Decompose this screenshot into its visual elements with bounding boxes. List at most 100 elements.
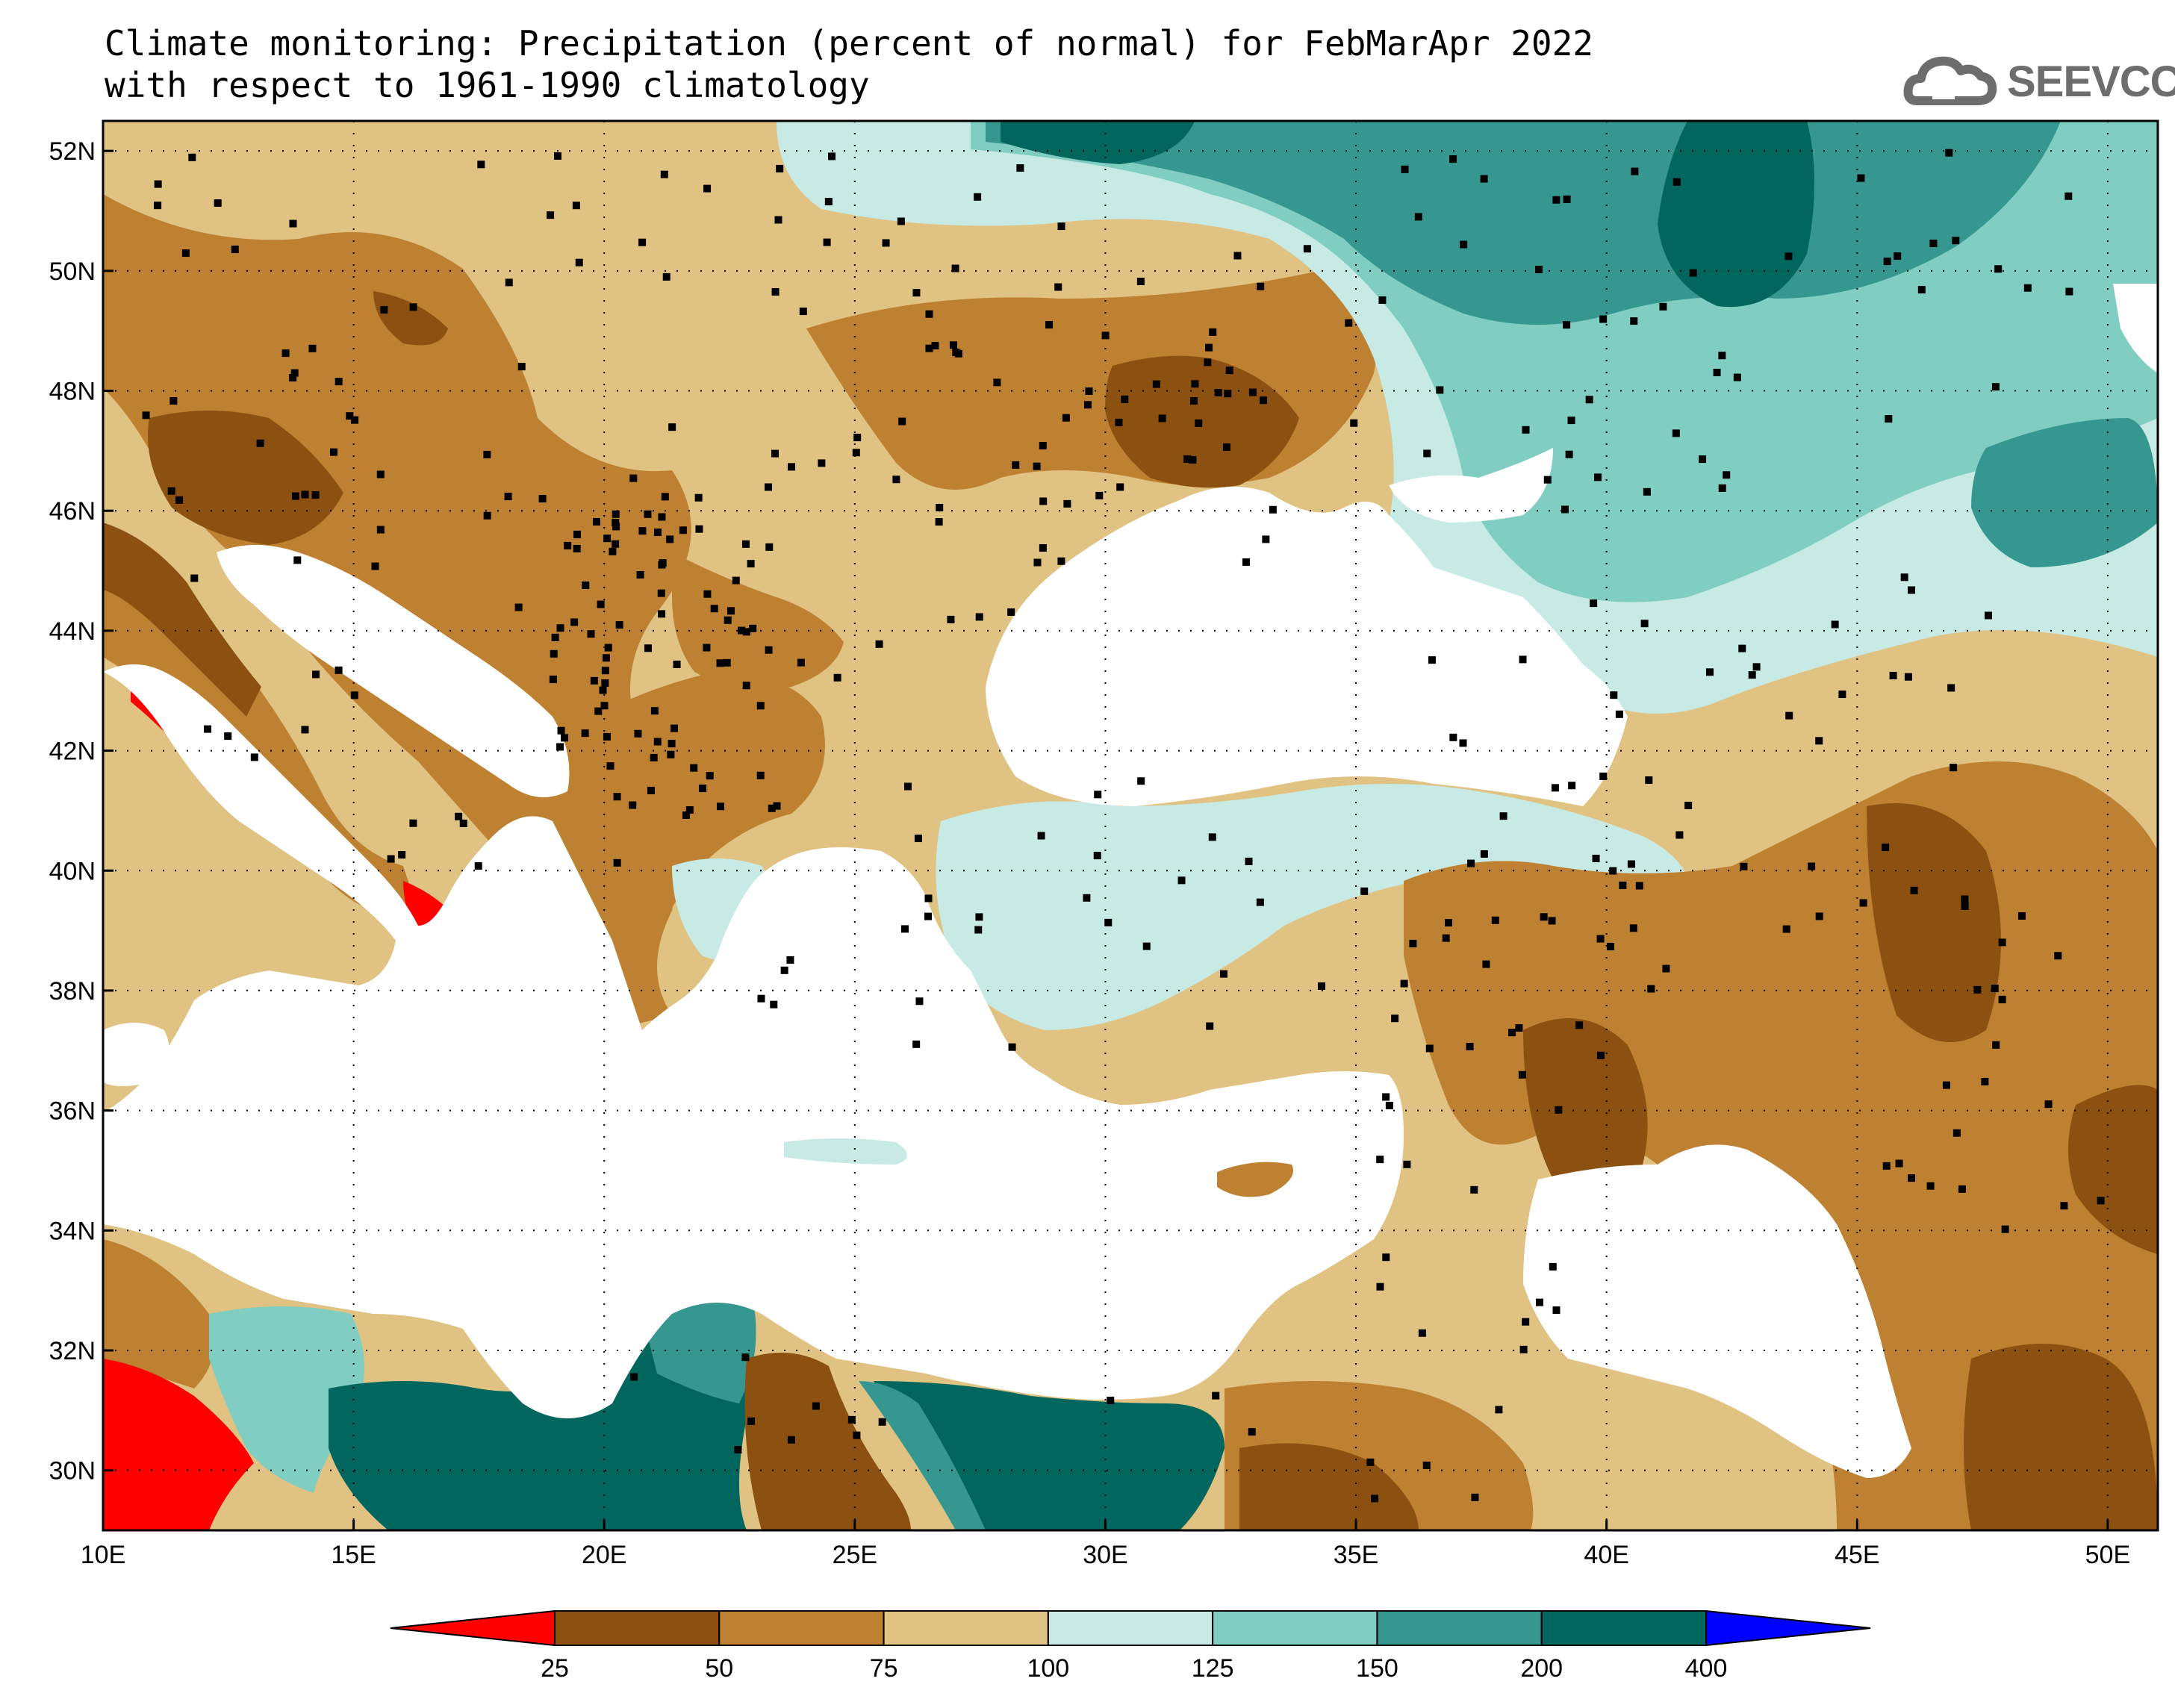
station-marker bbox=[190, 574, 199, 582]
zone-125-150-libya bbox=[209, 1306, 364, 1493]
station-marker bbox=[1248, 388, 1257, 396]
station-marker bbox=[154, 202, 162, 210]
station-marker bbox=[657, 589, 665, 597]
station-marker bbox=[974, 926, 983, 934]
colorbar-bin bbox=[1047, 1610, 1214, 1646]
station-marker bbox=[1908, 1174, 1916, 1182]
station-marker bbox=[1952, 237, 1960, 245]
station-marker bbox=[1033, 462, 1041, 470]
station-marker bbox=[1590, 599, 1598, 608]
station-marker bbox=[724, 616, 732, 624]
station-marker bbox=[256, 439, 264, 447]
station-marker bbox=[594, 707, 603, 715]
station-marker bbox=[757, 994, 765, 1003]
station-marker bbox=[1645, 776, 1653, 785]
station-marker bbox=[1548, 917, 1556, 925]
lat-tick-label: 40N bbox=[49, 857, 96, 885]
station-marker bbox=[224, 732, 232, 741]
station-marker bbox=[1104, 918, 1113, 926]
station-marker bbox=[612, 510, 620, 518]
station-marker bbox=[455, 812, 463, 820]
station-marker bbox=[1659, 302, 1667, 311]
station-marker bbox=[797, 658, 805, 667]
station-marker bbox=[1563, 321, 1571, 329]
station-marker bbox=[636, 570, 644, 579]
lon-tick-label: 10E bbox=[81, 1541, 126, 1569]
station-marker bbox=[1382, 1093, 1390, 1101]
station-marker bbox=[564, 541, 572, 549]
station-marker bbox=[1552, 1306, 1561, 1315]
station-marker bbox=[1418, 1329, 1426, 1337]
station-marker bbox=[1929, 239, 1938, 247]
station-marker bbox=[167, 487, 175, 495]
station-marker bbox=[1442, 934, 1450, 942]
station-marker bbox=[1039, 544, 1047, 552]
station-marker bbox=[1403, 1160, 1411, 1168]
station-marker bbox=[2044, 1100, 2053, 1109]
title-line-2: with respect to 1961-1990 climatology bbox=[105, 65, 870, 105]
station-marker bbox=[1480, 850, 1488, 858]
station-marker bbox=[756, 771, 765, 779]
station-marker bbox=[1610, 691, 1618, 699]
station-marker bbox=[612, 519, 620, 527]
station-marker bbox=[703, 590, 712, 598]
station-marker bbox=[612, 523, 620, 531]
station-marker bbox=[747, 560, 755, 568]
station-marker bbox=[1459, 739, 1467, 747]
station-marker bbox=[915, 997, 924, 1006]
station-marker bbox=[1054, 283, 1062, 291]
station-marker bbox=[175, 496, 184, 504]
station-marker bbox=[376, 526, 385, 534]
station-marker bbox=[771, 449, 780, 458]
station-marker bbox=[1859, 899, 1867, 907]
station-marker bbox=[1615, 710, 1623, 718]
station-marker bbox=[1350, 419, 1358, 427]
station-marker bbox=[459, 819, 467, 827]
station-marker bbox=[1391, 1014, 1399, 1023]
station-marker bbox=[1057, 557, 1065, 565]
station-marker bbox=[1470, 1185, 1478, 1194]
station-marker bbox=[169, 397, 178, 405]
station-marker bbox=[1422, 1461, 1431, 1469]
colorbar-over-arrow bbox=[1705, 1609, 1871, 1647]
station-marker bbox=[599, 686, 607, 694]
station-marker bbox=[1466, 1042, 1474, 1050]
station-marker bbox=[1596, 1051, 1605, 1059]
station-marker bbox=[853, 434, 862, 442]
station-marker bbox=[936, 503, 944, 511]
station-marker bbox=[653, 738, 662, 746]
station-marker bbox=[281, 349, 290, 358]
station-marker bbox=[925, 310, 933, 318]
mediterranean-sea bbox=[103, 664, 1404, 1418]
station-marker bbox=[301, 490, 309, 499]
station-marker bbox=[604, 643, 612, 652]
station-marker bbox=[1085, 387, 1093, 395]
station-marker bbox=[1345, 319, 1353, 327]
station-marker bbox=[1599, 315, 1608, 323]
lon-tick-label: 30E bbox=[1083, 1541, 1128, 1569]
station-marker bbox=[776, 164, 784, 172]
station-marker bbox=[1738, 644, 1746, 652]
station-marker bbox=[1699, 455, 1707, 464]
zone-200-400-libya bbox=[329, 1299, 754, 1530]
station-marker bbox=[634, 729, 642, 738]
zone-50-75-balkans bbox=[567, 672, 825, 956]
station-marker bbox=[1635, 882, 1643, 890]
station-marker bbox=[1540, 913, 1548, 921]
zone-25-50-iraq bbox=[1523, 1018, 1648, 1191]
zone-150-200-egypt-edge bbox=[859, 1381, 986, 1530]
station-marker bbox=[658, 610, 666, 618]
station-marker bbox=[650, 707, 659, 715]
station-marker bbox=[695, 525, 703, 533]
station-marker bbox=[291, 492, 299, 500]
station-marker bbox=[1567, 417, 1575, 425]
station-marker bbox=[685, 805, 694, 814]
station-marker bbox=[1684, 802, 1693, 810]
station-marker bbox=[1094, 791, 1102, 799]
station-marker bbox=[732, 576, 740, 585]
station-marker bbox=[1121, 395, 1129, 403]
station-marker bbox=[1262, 535, 1270, 543]
station-marker bbox=[668, 740, 676, 748]
station-marker bbox=[1561, 505, 1569, 514]
station-marker bbox=[380, 305, 388, 314]
